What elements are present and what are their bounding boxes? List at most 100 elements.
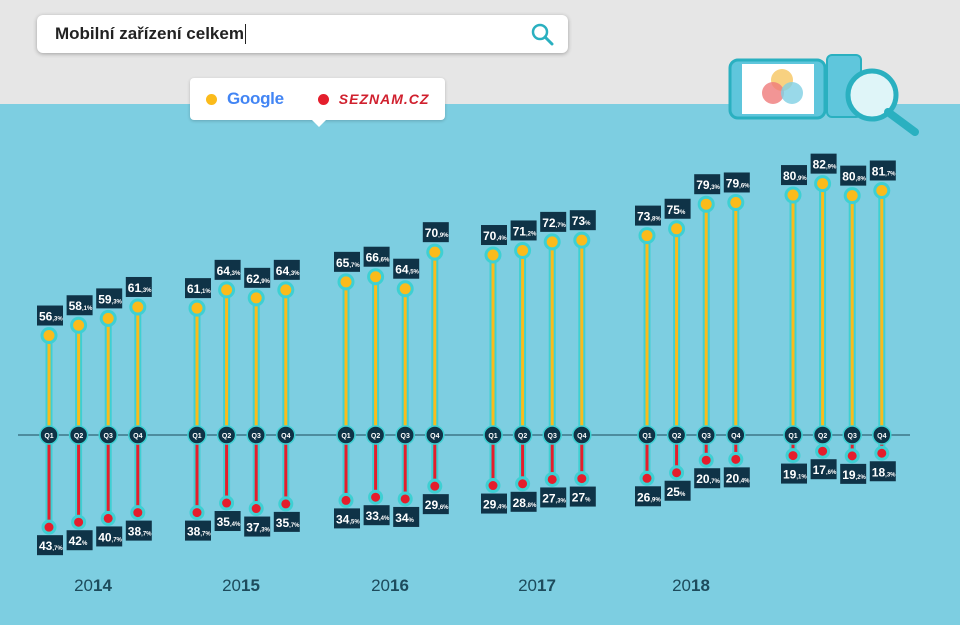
legend-google-label: Google [227, 89, 284, 108]
google-value-label-box [510, 220, 537, 241]
google-point [543, 233, 561, 251]
seznam-value-label: 29,4% [481, 493, 507, 514]
quarter-label: Q3 [548, 433, 557, 440]
search-icon[interactable] [530, 22, 554, 46]
quarter-marker [187, 425, 207, 445]
seznam-point [785, 448, 801, 464]
google-value-label-text: 64,5% [395, 263, 419, 277]
seznam-value-label-box [664, 480, 691, 501]
seznam-value-label-text: 43,7% [39, 539, 63, 553]
quarter-label: Q2 [222, 433, 231, 440]
seznam-value-label-box [185, 520, 211, 541]
seznam-point [368, 489, 384, 505]
seznam-value-label-box [422, 494, 449, 515]
google-value-label-text: 80,8% [842, 170, 866, 184]
seznam-value-label: 19,2% [840, 463, 867, 484]
google-value-label: 81,7% [869, 160, 896, 181]
seznam-point [100, 510, 116, 526]
quarter-marker [542, 425, 562, 445]
seznam-value-label-text: 20,7% [696, 472, 720, 486]
google-value-label-box [481, 225, 507, 246]
google-value-label: 58,1% [66, 295, 93, 316]
seznam-value-label: 43,7% [37, 535, 63, 556]
seznam-point [219, 495, 235, 511]
google-value-label-text: 65,7% [336, 256, 360, 270]
quarter-label: Q1 [488, 433, 497, 440]
google-value-label: 72,7% [540, 211, 567, 232]
seznam-point [698, 452, 714, 468]
seznam-point [71, 514, 87, 530]
google-value-label-text: 71,2% [513, 224, 537, 238]
google-point [514, 241, 532, 259]
google-value-label-box [363, 246, 390, 267]
google-value-label-text: 66,6% [366, 251, 390, 265]
quarter-label: Q2 [672, 433, 681, 440]
quarter-label: Q4 [133, 433, 142, 440]
google-point [814, 175, 832, 193]
google-point [426, 243, 444, 261]
google-value-label-box [569, 210, 596, 231]
seznam-point [248, 501, 264, 517]
quarter-marker [425, 425, 445, 445]
seznam-value-label-text: 26,9% [637, 490, 661, 504]
seznam-value-label-box [510, 491, 537, 512]
seznam-value-label: 40,7% [96, 526, 123, 547]
google-point [247, 289, 265, 307]
seznam-value-label: 26,9% [635, 486, 661, 507]
google-value-label-text: 81,7% [872, 164, 896, 178]
google-point [367, 268, 385, 286]
seznam-point [278, 496, 294, 512]
seznam-value-label-box [569, 486, 596, 507]
google-value-label: 73,8% [635, 205, 661, 226]
google-value-label-box [96, 288, 123, 309]
google-value-label-box [869, 160, 896, 181]
seznam-value-label-box [869, 461, 896, 482]
seznam-dot-icon [317, 93, 329, 105]
google-point [697, 195, 715, 213]
seznam-value-label-box [125, 520, 152, 541]
quarter-marker [637, 425, 657, 445]
seznam-point [844, 448, 860, 464]
google-value-label: 75% [664, 198, 691, 219]
seznam-value-label-text: 17,6% [813, 463, 837, 477]
google-value-label-box [664, 198, 691, 219]
quarter-label: Q1 [44, 433, 53, 440]
google-value-label-box [840, 165, 867, 186]
search-input[interactable]: Mobilní zařízení celkem [55, 24, 246, 44]
google-value-label-text: 73,8% [637, 210, 661, 224]
search-bar[interactable]: Mobilní zařízení celkem [37, 15, 568, 53]
google-value-label-box [422, 222, 449, 243]
seznam-value-label-text: 29,4% [483, 498, 507, 512]
google-value-label-text: 61,1% [187, 282, 211, 296]
quarter-marker [68, 425, 89, 445]
google-value-label-text: 70,4% [483, 229, 507, 243]
seznam-value-label-box [694, 468, 721, 489]
google-value-label: 71,2% [510, 220, 537, 241]
seznam-point [574, 471, 590, 487]
quarter-marker [128, 425, 148, 445]
seznam-value-label: 20,4% [723, 467, 750, 488]
year-label: 2017 [518, 576, 556, 595]
quarter-label: Q4 [577, 433, 586, 440]
google-value-label: 73% [569, 210, 596, 231]
seznam-value-label-text: 27,3% [542, 491, 566, 505]
google-value-label-box [214, 259, 241, 280]
quarter-marker [666, 425, 687, 445]
google-point [873, 181, 891, 199]
google-value-label: 80,8% [840, 165, 867, 186]
quarter-marker [216, 425, 237, 445]
seznam-value-label: 35,4% [214, 511, 241, 532]
quarter-label: Q2 [371, 433, 380, 440]
seznam-value-label-text: 40,7% [98, 530, 122, 544]
seznam-value-label-text: 37,3% [246, 521, 270, 535]
google-point [277, 281, 295, 299]
seznam-value-label: 27,3% [540, 487, 567, 508]
google-value-label: 65,7% [334, 251, 360, 272]
seznam-point [544, 471, 560, 487]
seznam-value-label: 37,3% [244, 516, 271, 537]
seznam-value-label-text: 18,3% [872, 465, 896, 479]
year-label: 2015 [222, 576, 260, 595]
quarter-marker [512, 425, 533, 445]
google-value-label: 82,9% [810, 153, 837, 174]
